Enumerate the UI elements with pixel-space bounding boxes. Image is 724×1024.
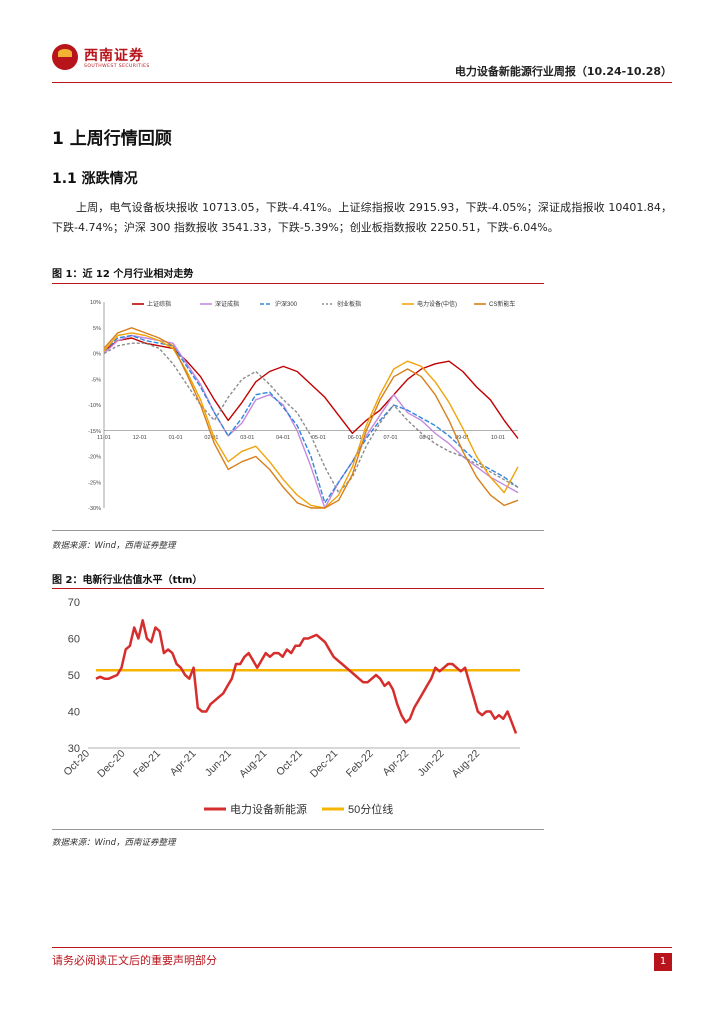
x-tick-label: 01-01: [169, 435, 183, 441]
x-tick-label: 04-01: [276, 435, 290, 441]
x-tick-label: 07-01: [384, 435, 398, 441]
company-logo: 西南证券 SOUTHWEST SECURITIES: [52, 44, 162, 74]
y-tick-label: -25%: [88, 480, 101, 486]
figure2-top-rule: [52, 588, 544, 589]
series-line: [103, 327, 519, 509]
y-tick-label: 30: [68, 743, 80, 755]
y-tick-label: -20%: [88, 455, 101, 461]
series-line: [103, 334, 519, 504]
x-tick-label: Feb-22: [344, 748, 376, 780]
y-tick-label: 70: [68, 597, 80, 609]
page-number: 1: [654, 953, 672, 971]
x-tick-label: Feb-21: [131, 748, 163, 780]
x-tick-label: 09-01: [455, 435, 469, 441]
series-line: [103, 342, 519, 494]
valuation-series-line: [95, 619, 518, 734]
y-tick-label: 60: [68, 634, 80, 646]
logo-emblem-icon: [52, 44, 78, 70]
subsection-heading: 1.1 涨跌情况: [52, 171, 138, 187]
x-tick-label: Dec-21: [308, 748, 341, 781]
legend-label: 深证成指: [215, 300, 239, 308]
x-tick-label: Dec-20: [95, 748, 128, 781]
y-tick-label: -10%: [88, 403, 101, 409]
legend-label: 创业板指: [337, 300, 361, 308]
y-tick-label: 10%: [90, 300, 101, 306]
x-tick-label: Apr-22: [380, 748, 411, 779]
figure2-label: 图 2：电新行业估值水平（ttm）: [52, 575, 203, 586]
legend-label: 沪深300: [275, 300, 298, 308]
x-tick-label: Apr-21: [168, 748, 199, 779]
x-tick-label: 02-01: [204, 435, 218, 441]
figure2-bottom-rule: [52, 829, 544, 830]
legend-label: 50分位线: [348, 802, 393, 816]
y-tick-label: 40: [68, 707, 80, 719]
legend-label: 电力设备(中信): [417, 300, 457, 308]
figure1-source: 数据来源：Wind，西南证券整理: [52, 541, 176, 551]
series-line: [103, 337, 519, 439]
figure1-top-rule: [52, 283, 544, 284]
x-tick-label: Jun-22: [415, 748, 446, 779]
x-tick-label: Oct-21: [274, 748, 305, 779]
y-tick-label: -30%: [88, 506, 101, 512]
figure1-bottom-rule: [52, 530, 544, 531]
x-tick-label: 06-01: [348, 435, 362, 441]
y-tick-label: 50: [68, 670, 80, 682]
figure2-source: 数据来源：Wind，西南证券整理: [52, 838, 176, 848]
x-tick-label: Aug-22: [450, 748, 483, 781]
y-tick-label: 5%: [93, 326, 101, 332]
x-tick-label: 11-01: [97, 435, 111, 441]
legend-label: CS新能车: [489, 300, 515, 308]
x-tick-label: 10-01: [491, 435, 505, 441]
x-tick-label: 03-01: [240, 435, 254, 441]
body-paragraph: 上周，电气设备板块报收 10713.05，下跌-4.41%。上证综指报收 291…: [52, 198, 672, 238]
legend-label: 电力设备新能源: [230, 802, 307, 816]
relative-trend-chart: 10% 5% 0% -5% -10% -15% -20% -25% -30% 11-01 12-01…: [88, 300, 519, 512]
paragraph-text: 上周，电气设备板块报收 10713.05，下跌-4.41%。上证综指报收 291…: [52, 201, 672, 234]
logo-name-en: SOUTHWEST SECURITIES: [84, 64, 150, 69]
x-tick-label: Aug-21: [237, 748, 270, 781]
header-divider: [52, 82, 672, 83]
x-tick-label: 05-01: [312, 435, 326, 441]
figure1-label: 图 1：近 12 个月行业相对走势: [52, 269, 194, 280]
series-line: [103, 334, 519, 509]
report-title: 电力设备新能源行业周报（10.24-10.28）: [454, 65, 672, 78]
footer-disclaimer: 请务必阅读正文后的重要声明部分: [52, 954, 217, 967]
x-tick-label: 12-01: [133, 435, 147, 441]
legend-label: 上证综指: [147, 300, 171, 308]
series-line: [103, 332, 519, 509]
footer-divider: [52, 947, 672, 948]
y-tick-label: 0%: [93, 352, 101, 358]
x-tick-label: Jun-21: [203, 748, 234, 779]
section-heading: 1 上周行情回顾: [52, 129, 172, 149]
y-tick-label: -15%: [88, 429, 101, 435]
logo-name-cn: 西南证券: [84, 48, 144, 64]
x-tick-label: 08-01: [419, 435, 433, 441]
y-tick-label: -5%: [91, 377, 101, 383]
